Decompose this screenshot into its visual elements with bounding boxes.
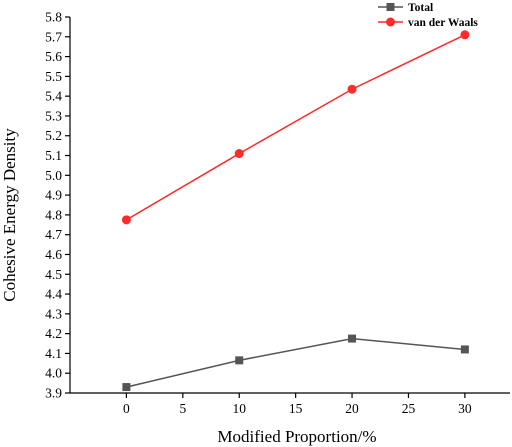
y-tick-label: 4.7	[45, 227, 62, 242]
y-tick-label: 4.8	[45, 207, 62, 222]
y-axis-ticks: 3.9 4.0 4.1 4.2 4.3 4.4 4.5 4.6 4.7 4.8 4.9 5.0 5.1 5…	[45, 10, 70, 401]
x-tick-label: 15	[289, 401, 303, 416]
y-tick-label: 5.5	[45, 69, 62, 84]
data-point-total	[460, 345, 469, 354]
legend-item-total: Total	[378, 2, 433, 14]
y-tick-label: 5.1	[45, 148, 62, 163]
y-tick-label: 3.9	[45, 386, 62, 401]
y-axis-title: Cohesive Energy Density	[0, 128, 19, 302]
y-tick-label: 5.4	[45, 89, 62, 104]
y-tick-label: 4.0	[45, 366, 62, 381]
x-tick-label: 5	[179, 401, 186, 416]
series-line-total	[126, 337, 465, 388]
y-tick-label: 4.6	[45, 247, 62, 262]
plot-frame	[69, 17, 510, 394]
legend-marker-total	[386, 3, 395, 11]
data-point-van-der-waals	[347, 84, 357, 94]
x-tick-label: 0	[123, 401, 130, 416]
y-tick-label: 5.8	[45, 10, 62, 25]
y-tick-label: 4.9	[45, 188, 62, 203]
y-tick-label: 4.3	[45, 306, 62, 321]
x-axis-ticks: 0 5 10 15 20 25 30	[123, 393, 472, 416]
legend-item-van-der-waals: van der Waals	[378, 17, 478, 29]
x-tick-label: 20	[345, 401, 359, 416]
y-tick-label: 5.7	[45, 29, 62, 44]
x-axis-title: Modified Proportion/%	[217, 427, 376, 446]
legend: Total van der Waals	[378, 2, 478, 29]
x-tick-label: 30	[458, 401, 472, 416]
y-tick-label: 4.5	[45, 267, 62, 282]
legend-label-total: Total	[408, 2, 433, 14]
data-point-total	[122, 383, 131, 392]
data-point-van-der-waals	[234, 149, 244, 159]
y-tick-label: 5.6	[45, 49, 62, 64]
series-layer	[121, 30, 470, 392]
y-tick-label: 4.4	[45, 287, 62, 302]
legend-marker-van-der-waals	[386, 17, 395, 27]
series-line-van-der-waals	[126, 34, 466, 221]
y-tick-label: 5.0	[45, 168, 62, 183]
legend-label-van-der-waals: van der Waals	[408, 17, 478, 29]
y-tick-label: 5.2	[45, 128, 62, 143]
x-tick-label: 10	[232, 401, 246, 416]
data-point-total	[348, 334, 357, 343]
y-tick-label: 5.3	[45, 108, 62, 123]
x-tick-label: 25	[402, 401, 416, 416]
data-point-total	[235, 356, 244, 365]
y-tick-label: 4.1	[45, 346, 62, 361]
y-tick-label: 4.2	[45, 326, 62, 341]
data-point-van-der-waals	[121, 215, 131, 225]
data-point-van-der-waals	[460, 30, 470, 40]
